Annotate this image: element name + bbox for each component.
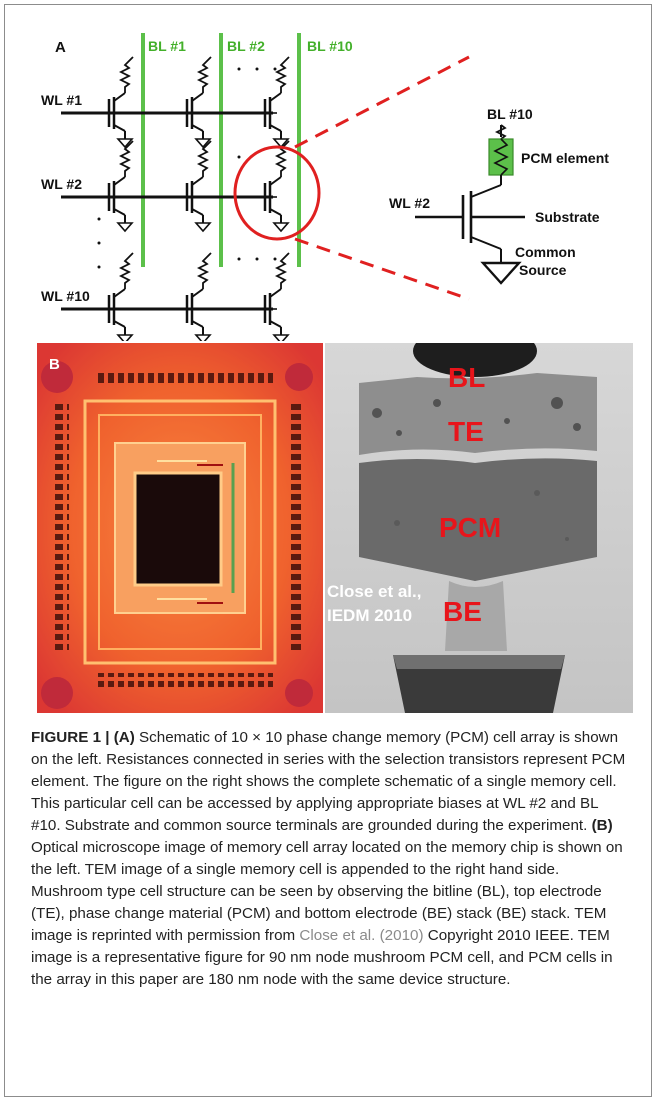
tem-label-be: BE (443, 596, 482, 627)
panel-b-images: B BL TE PCM BE (37, 343, 633, 713)
wordline-label-1: WL #1 (41, 92, 82, 108)
panel-a-letter: A (55, 39, 66, 56)
pcm-element-box (488, 138, 514, 176)
bitline-label-10: BL #10 (307, 38, 353, 54)
ground-icon (480, 261, 522, 285)
common-source-label-1: Common (515, 244, 576, 260)
inset-wordline-label: WL #2 (389, 195, 430, 211)
tem-label-bl: BL (448, 362, 485, 393)
credit-line-2: IEDM 2010 (327, 606, 412, 625)
caption-part-b: (B) (591, 817, 613, 834)
caption-label: FIGURE 1 | (31, 729, 114, 746)
zoom-line-bottom (294, 237, 470, 301)
caption-text-b2: Copyright 2010 IEEE. TEM image is a repr… (31, 927, 613, 988)
caption-part-a: (A) (113, 729, 135, 746)
bitline-label-2: BL #2 (227, 38, 265, 54)
panel-b-letter: B (49, 356, 60, 373)
wordline-label-10: WL #10 (41, 288, 90, 304)
figure-frame: A BL #1 BL #2 BL #10 WL #1 WL #2 WL #10 (4, 4, 652, 1097)
cell-array (107, 55, 291, 341)
tem-image: BL TE PCM BE Close et al., IEDM 2010 (325, 343, 633, 713)
inset-bitline-label: BL #10 (487, 106, 533, 122)
common-source-label-2: Source (519, 262, 567, 278)
panel-a-schematic: A BL #1 BL #2 BL #10 WL #1 WL #2 WL #10 (41, 33, 609, 341)
caption-text-a: Schematic of 10 × 10 phase change memory… (31, 729, 626, 834)
substrate-label: Substrate (535, 209, 600, 225)
caption-text-b1: Optical microscope image of memory cell … (31, 839, 623, 944)
optical-microscope-image: B (37, 343, 323, 713)
bitline-label-1: BL #1 (148, 38, 186, 54)
wordline-label-2: WL #2 (41, 176, 82, 192)
zoom-line-top (294, 55, 470, 149)
citation-link[interactable]: Close et al. (2010) (299, 927, 424, 944)
credit-line-1: Close et al., (327, 582, 421, 601)
single-cell-inset: BL #10 PCM element WL #2 Substrate Commo… (389, 106, 609, 285)
tem-label-pcm: PCM (439, 512, 501, 543)
figure-caption: FIGURE 1 | (A) Schematic of 10 × 10 phas… (31, 727, 631, 991)
pcm-element-label: PCM element (521, 150, 609, 166)
highlight-circle (233, 145, 321, 241)
tem-label-te: TE (448, 416, 484, 447)
continuation-dots (97, 67, 277, 269)
